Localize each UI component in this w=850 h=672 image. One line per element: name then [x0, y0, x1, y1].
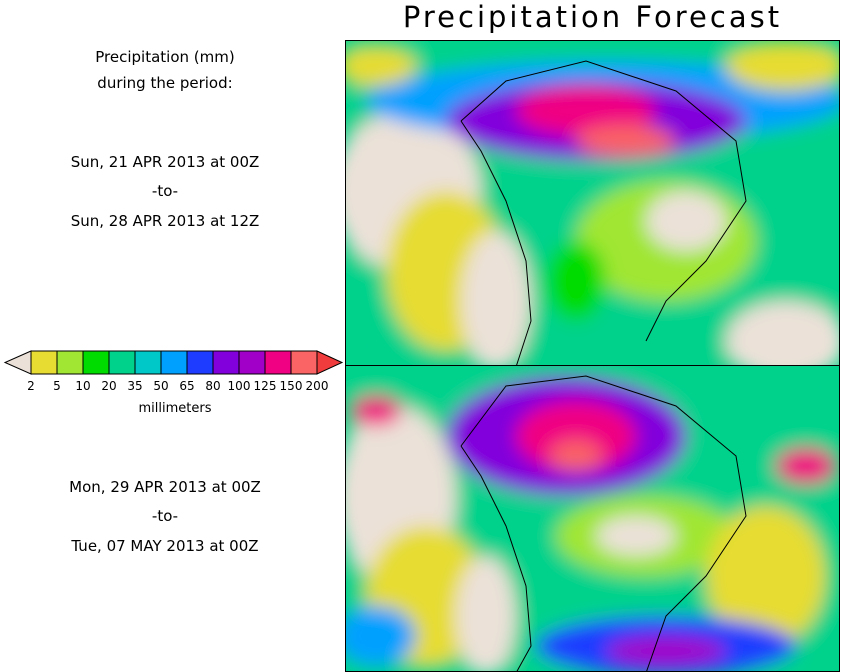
colorbar-tick-label: 2: [27, 379, 35, 393]
colorbar-tick-label: 10: [75, 379, 90, 393]
legend-header-line1: Precipitation (mm): [95, 48, 235, 66]
period1-end: Sun, 28 APR 2013 at 12Z: [70, 212, 260, 230]
period2-end: Tue, 07 MAY 2013 at 00Z: [71, 537, 259, 555]
chart-title: Precipitation Forecast: [402, 0, 783, 34]
colorbar-under-arrow: [3, 350, 32, 375]
colorbar-swatch: [212, 350, 240, 375]
colorbar-swatch: [30, 350, 58, 375]
colorbar-tick-label: 65: [179, 379, 194, 393]
colorbar-tick-label: 125: [254, 379, 277, 393]
colorbar-swatch: [108, 350, 136, 375]
period2-start: Mon, 29 APR 2013 at 00Z: [69, 478, 261, 496]
colorbar-swatch: [134, 350, 162, 375]
colorbar-swatch: [186, 350, 214, 375]
legend-header-line2: during the period:: [97, 74, 233, 92]
colorbar-tick-label: 35: [127, 379, 142, 393]
colorbar-tick-label: 150: [280, 379, 303, 393]
period1-start: Sun, 21 APR 2013 at 00Z: [70, 153, 260, 171]
precip-field-1: [346, 41, 839, 365]
colorbar-tick-label: 80: [205, 379, 220, 393]
colorbar-swatch: [160, 350, 188, 375]
colorbar-tick-label: 50: [153, 379, 168, 393]
colorbar-tick-label: 100: [228, 379, 251, 393]
colorbar-swatch: [56, 350, 84, 375]
colorbar: 2 5 10 20 35 50 65 80 100 125 150 200 millimeters: [3, 350, 344, 416]
colorbar-over-arrow: [316, 350, 344, 375]
colorbar-swatch: [290, 350, 318, 375]
colorbar-swatch: [238, 350, 266, 375]
colorbar-tick-label: 20: [101, 379, 116, 393]
colorbar-unit-label: millimeters: [139, 401, 212, 416]
forecast-map-period1: [345, 40, 840, 366]
precip-field-2: [346, 366, 839, 671]
forecast-map-period2: [345, 365, 840, 672]
period1-sep: -to-: [151, 182, 179, 200]
period2-sep: -to-: [151, 507, 179, 525]
colorbar-swatch: [264, 350, 292, 375]
colorbar-swatch: [82, 350, 110, 375]
colorbar-tick-label: 5: [53, 379, 61, 393]
colorbar-tick-label: 200: [306, 379, 329, 393]
